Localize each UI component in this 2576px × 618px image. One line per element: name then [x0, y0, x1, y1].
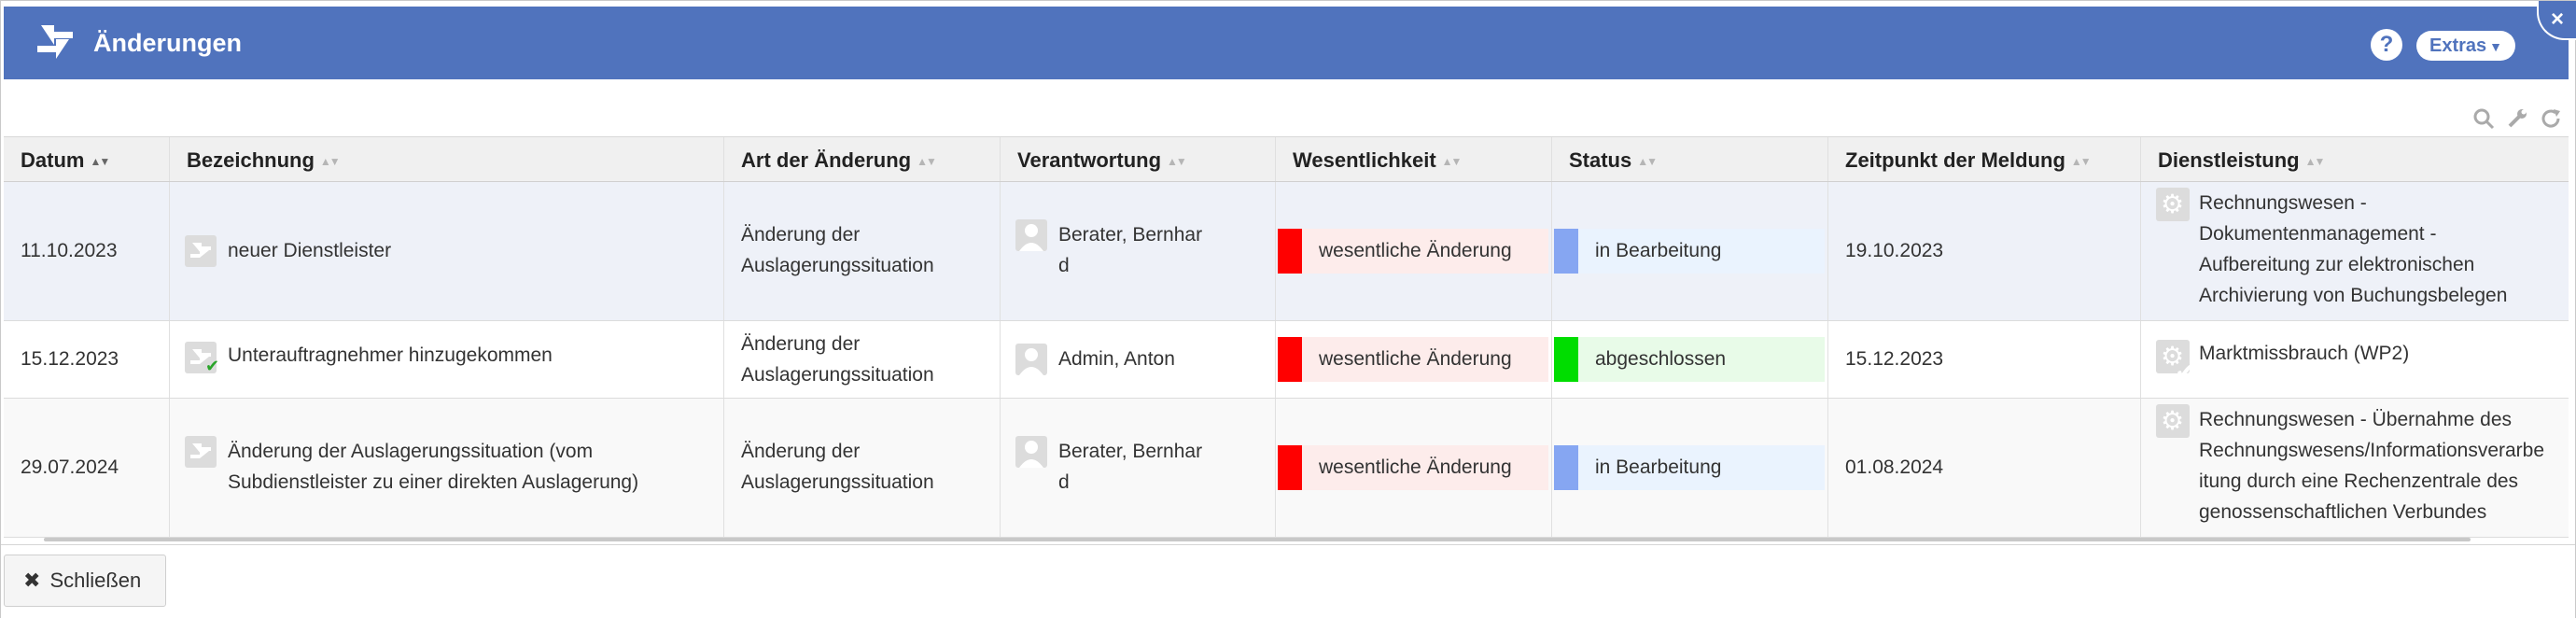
dienstleistung-line: Rechnungswesens/Informationsverarbe	[2199, 440, 2545, 461]
dienstleistung-line: Archivierung von Buchungsbelegen	[2199, 285, 2508, 306]
table-tools	[2472, 107, 2562, 130]
changes-table: Datum ▲▼ Bezeichnung ▲▼ Art der Änderung ▲▼…	[4, 136, 2569, 538]
wrench-icon[interactable]	[2506, 107, 2528, 130]
change-doc-done-icon: ✔	[185, 342, 220, 375]
sort-asc-icon: ▲▼	[90, 155, 110, 169]
zeitpunkt-cell: 19.10.2023	[1845, 240, 1944, 261]
status-badge: in Bearbeitung	[1554, 445, 1825, 490]
check-icon: ✔	[205, 357, 220, 375]
dienstleistung-line: Marktmissbrauch (WP2)	[2199, 343, 2410, 364]
column-header-datum[interactable]: Datum ▲▼	[4, 137, 170, 181]
table-header-row: Datum ▲▼ Bezeichnung ▲▼ Art der Änderung ▲▼…	[4, 137, 2569, 182]
caret-down-icon: ▼	[2489, 39, 2502, 54]
horizontal-scrollbar[interactable]	[44, 538, 2471, 541]
sort-icon: ▲▼	[2304, 155, 2326, 169]
bezeichnung-line: Änderung der Auslagerungssituation (vom	[228, 441, 594, 462]
column-header-bezeichnung[interactable]: Bezeichnung ▲▼	[170, 137, 724, 181]
dienstleistung-line: Aufbereitung zur elektronischen	[2199, 254, 2475, 275]
dialog-header: Änderungen ? Extras ▼	[4, 7, 2569, 79]
sort-icon: ▲▼	[2070, 155, 2092, 169]
table-row[interactable]: 15.12.2023 ✔ Unterauftragnehmer hinzugek…	[4, 321, 2569, 399]
art-line: Änderung der	[741, 441, 861, 462]
verantwortung-line: Berater, Bernhar	[1058, 224, 1203, 246]
art-line: Änderung der	[741, 224, 861, 246]
zeitpunkt-cell: 01.08.2024	[1845, 456, 1944, 478]
bezeichnung-line: Unterauftragnehmer hinzugekommen	[228, 344, 553, 366]
column-header-zeitpunkt[interactable]: Zeitpunkt der Meldung ▲▼	[1828, 137, 2141, 181]
bezeichnung-line: Subdienstleister zu einer direkten Ausla…	[228, 471, 639, 493]
person-icon	[1015, 436, 1047, 468]
verantwortung-line: d	[1058, 471, 1070, 493]
verantwortung-line: Berater, Bernhar	[1058, 441, 1203, 462]
verantwortung-line: Admin, Anton	[1058, 348, 1175, 370]
date-cell: 15.12.2023	[21, 348, 119, 370]
zeitpunkt-cell: 15.12.2023	[1845, 348, 1944, 370]
close-x-icon: ✖	[23, 569, 41, 592]
dialog-title: Änderungen	[93, 29, 242, 57]
dienstleistung-line: Dokumentenmanagement -	[2199, 223, 2437, 245]
date-cell: 11.10.2023	[21, 240, 118, 261]
dienstleistung-line: Rechnungswesen -	[2199, 192, 2367, 214]
wesentlichkeit-badge: wesentliche Änderung	[1278, 337, 1548, 382]
verantwortung-line: d	[1058, 255, 1070, 276]
bezeichnung-line: neuer Dienstleister	[228, 240, 392, 261]
art-line: Auslagerungssituation	[741, 364, 934, 386]
wesentlichkeit-badge: wesentliche Änderung	[1278, 445, 1548, 490]
art-line: Auslagerungssituation	[741, 255, 934, 276]
sort-icon: ▲▼	[319, 155, 341, 169]
swap-icon	[37, 25, 73, 59]
extras-menu-button[interactable]: Extras ▼	[2416, 31, 2515, 61]
dialog-footer: ✖ Schließen	[1, 544, 2575, 618]
gear-icon: ⚙	[2156, 188, 2190, 221]
person-icon	[1015, 219, 1047, 251]
column-header-dienstleistung[interactable]: Dienstleistung ▲▼	[2158, 148, 2326, 172]
gear-icon: ⚙	[2156, 404, 2190, 438]
dienstleistung-line: itung durch eine Rechenzentrale des	[2199, 471, 2519, 492]
sort-icon: ▲▼	[1441, 155, 1463, 169]
dienstleistung-line: Rechnungswesen - Übernahme des	[2199, 409, 2513, 430]
help-button[interactable]: ?	[2371, 29, 2402, 61]
person-icon	[1015, 344, 1047, 375]
check-icon: ✔	[2175, 358, 2197, 386]
column-header-verantwortung[interactable]: Verantwortung ▲▼	[1001, 137, 1276, 181]
status-badge: in Bearbeitung	[1554, 229, 1825, 274]
column-header-art[interactable]: Art der Änderung ▲▼	[724, 137, 1001, 181]
column-header-status[interactable]: Status ▲▼	[1552, 137, 1828, 181]
date-cell: 29.07.2024	[21, 456, 119, 478]
sort-icon: ▲▼	[1167, 155, 1187, 169]
gear-done-icon: ⚙ ✔	[2156, 340, 2196, 386]
table-row[interactable]: 29.07.2024 Änderung der Auslagerungssitu…	[4, 399, 2569, 538]
status-badge: abgeschlossen	[1554, 337, 1825, 382]
refresh-icon[interactable]	[2540, 107, 2562, 130]
art-line: Auslagerungssituation	[741, 471, 934, 493]
dienstleistung-line: genossenschaftlichen Verbundes	[2199, 501, 2487, 523]
sort-icon: ▲▼	[917, 155, 937, 169]
change-doc-icon	[185, 235, 217, 267]
close-button[interactable]: ✖ Schließen	[4, 555, 166, 607]
search-icon[interactable]	[2472, 107, 2495, 130]
extras-label: Extras	[2429, 35, 2487, 56]
table-row[interactable]: 11.10.2023 neuer Dienstleister Änderung …	[4, 182, 2569, 321]
column-header-wesentlichkeit[interactable]: Wesentlichkeit ▲▼	[1276, 137, 1552, 181]
art-line: Änderung der	[741, 333, 861, 355]
wesentlichkeit-badge: wesentliche Änderung	[1278, 229, 1548, 274]
change-doc-icon	[185, 436, 217, 468]
sort-icon: ▲▼	[1637, 155, 1658, 169]
